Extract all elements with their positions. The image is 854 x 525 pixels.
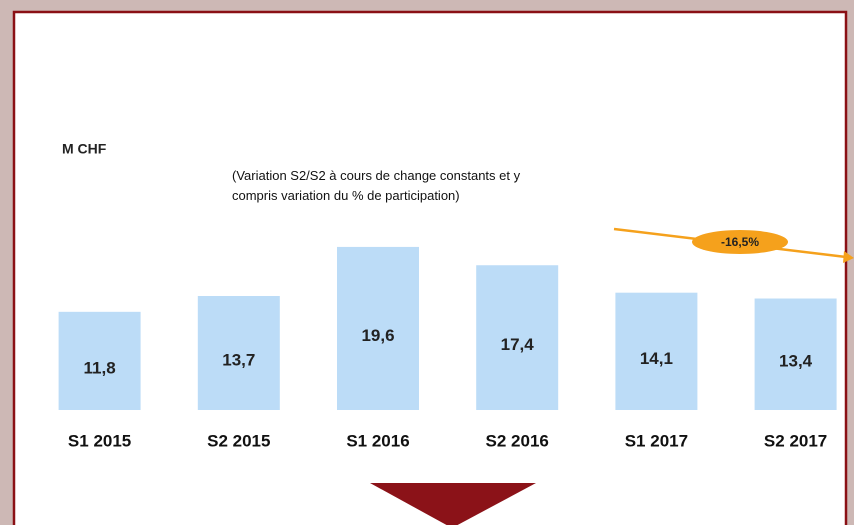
value-label: 11,8	[84, 358, 116, 377]
value-label: 13,7	[222, 350, 255, 369]
chart: M CHF 11,8 S1 2015 13,7 S2 2015 19,6 S1 2016 1…	[0, 0, 854, 525]
value-label: 14,1	[640, 349, 673, 368]
x-tick-label: S1 2016	[346, 431, 409, 450]
x-tick-label: S2 2017	[764, 431, 827, 450]
unit-label: M CHF	[62, 141, 107, 157]
value-label: 17,4	[501, 335, 535, 354]
annotation: -16,5%	[721, 235, 759, 249]
x-tick-label: S1 2017	[625, 431, 688, 450]
x-tick-label: S2 2015	[207, 431, 270, 450]
x-tick-label: S2 2016	[486, 431, 549, 450]
note: (Variation S2/S2 à cours de change const…	[232, 166, 532, 206]
page: M CHF 11,8 S1 2015 13,7 S2 2015 19,6 S1 2016 1…	[0, 0, 854, 525]
value-label: 13,4	[779, 352, 813, 371]
value-label: 19,6	[361, 326, 394, 345]
panel	[14, 12, 846, 525]
x-tick-label: S1 2015	[68, 431, 131, 450]
